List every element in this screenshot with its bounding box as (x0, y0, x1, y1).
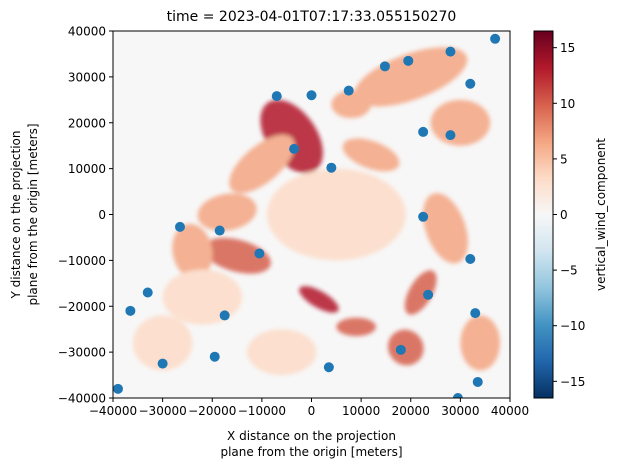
scatter-point (379, 61, 390, 72)
scatter-point (125, 305, 136, 316)
y-axis: −40000 −30000 −20000 −10000 0 10000 20000 30000… (58, 25, 113, 406)
scatter-point (326, 162, 337, 173)
y-tick-label: 0 (98, 208, 106, 222)
x-tick-label: −10000 (238, 404, 286, 418)
scatter-point (142, 287, 153, 298)
scatter-point (306, 90, 317, 101)
x-tick-label: 30000 (441, 404, 479, 418)
y-tick-label: 40000 (68, 25, 106, 39)
x-axis-label-line-2: plane from the origin [meters] (220, 445, 402, 459)
y-axis-label-line-1: Y distance on the projection (9, 130, 23, 299)
scatter-point (465, 253, 476, 264)
scatter-point (403, 55, 414, 66)
colorbar-tick-label: 5 (560, 152, 568, 166)
scatter-point (423, 289, 434, 300)
wind-field-region (132, 315, 193, 371)
y-tick-label: −40000 (58, 392, 106, 406)
wind-field-region (430, 99, 491, 146)
wind-field-region (172, 223, 213, 279)
scatter-point (472, 376, 483, 387)
y-tick-label: 10000 (68, 162, 106, 176)
scatter-point (470, 308, 481, 319)
colorbar-tick-label: −10 (560, 319, 585, 333)
x-tick-label: −40000 (89, 404, 137, 418)
y-tick-label: −10000 (58, 254, 106, 268)
wind-field-region (299, 286, 339, 313)
scatter-point (157, 358, 168, 369)
wind-field-region (336, 317, 377, 337)
y-axis-label-line-2: plane from the origin [meters] (26, 123, 40, 305)
wind-field-region (229, 134, 295, 194)
scatter-point (445, 130, 456, 141)
colorbar-ticks: −15 −10 −5 0 5 10 15 (553, 41, 585, 389)
wind-field-region (460, 315, 501, 371)
colorbar-tick-label: 0 (560, 208, 568, 222)
scatter-point (343, 85, 354, 96)
colorbar-tick-label: −15 (560, 375, 585, 389)
scatter-point (445, 46, 456, 57)
y-tick-label: −20000 (58, 300, 106, 314)
station-points (113, 33, 501, 398)
colorbar-tick-label: 15 (560, 41, 575, 55)
chart-title: time = 2023-04-01T07:17:33.055150270 (167, 9, 457, 25)
x-tick-label: 40000 (491, 404, 529, 418)
scatter-point (113, 383, 123, 394)
wind-field-region (266, 168, 406, 261)
x-tick-label: −30000 (139, 404, 187, 418)
scatter-point (323, 362, 334, 373)
colorbar-tick-label: 10 (560, 97, 575, 111)
x-tick-label: 10000 (342, 404, 380, 418)
x-axis-label-line-1: X distance on the projection (227, 429, 396, 443)
colorbar-tick-label: −5 (560, 264, 578, 278)
scatter-point (174, 221, 185, 232)
scatter-point (465, 78, 476, 89)
scatter-point (219, 310, 230, 321)
y-tick-label: 20000 (68, 116, 106, 130)
colorbar-label: vertical_wind_component (594, 138, 608, 291)
scatter-point (214, 225, 225, 236)
scatter-point (289, 143, 300, 154)
scatter-point (490, 33, 501, 44)
wind-field-region (203, 237, 271, 274)
wind-field-region (354, 47, 468, 107)
x-tick-label: 0 (308, 404, 316, 418)
wind-field-region (331, 90, 372, 119)
wind-field-region (387, 329, 424, 366)
y-tick-label: 30000 (68, 70, 106, 84)
scatter-point (418, 211, 429, 222)
plot-area (112, 30, 511, 399)
wind-field-region (162, 269, 243, 325)
wind-field (132, 47, 501, 376)
x-tick-label: −20000 (188, 404, 236, 418)
scatter-point (271, 91, 282, 102)
scatter-point (254, 248, 265, 259)
scatter-point (418, 126, 429, 137)
colorbar-gradient (533, 30, 554, 399)
wind-field-region (197, 193, 257, 232)
scatter-point (452, 393, 463, 398)
colorbar: −15 −10 −5 0 5 10 15 vertical_wind_component (533, 30, 608, 399)
x-tick-label: 20000 (392, 404, 430, 418)
scatter-point (395, 344, 406, 355)
wind-field-region (246, 329, 317, 376)
wind-field-region (423, 193, 468, 264)
wind-field-region (342, 138, 400, 172)
x-axis: −40000 −30000 −20000 −10000 0 10000 20000 30000… (89, 398, 529, 418)
scatter-point (209, 351, 220, 362)
y-tick-label: −30000 (58, 346, 106, 360)
wind-field-region (404, 270, 437, 315)
